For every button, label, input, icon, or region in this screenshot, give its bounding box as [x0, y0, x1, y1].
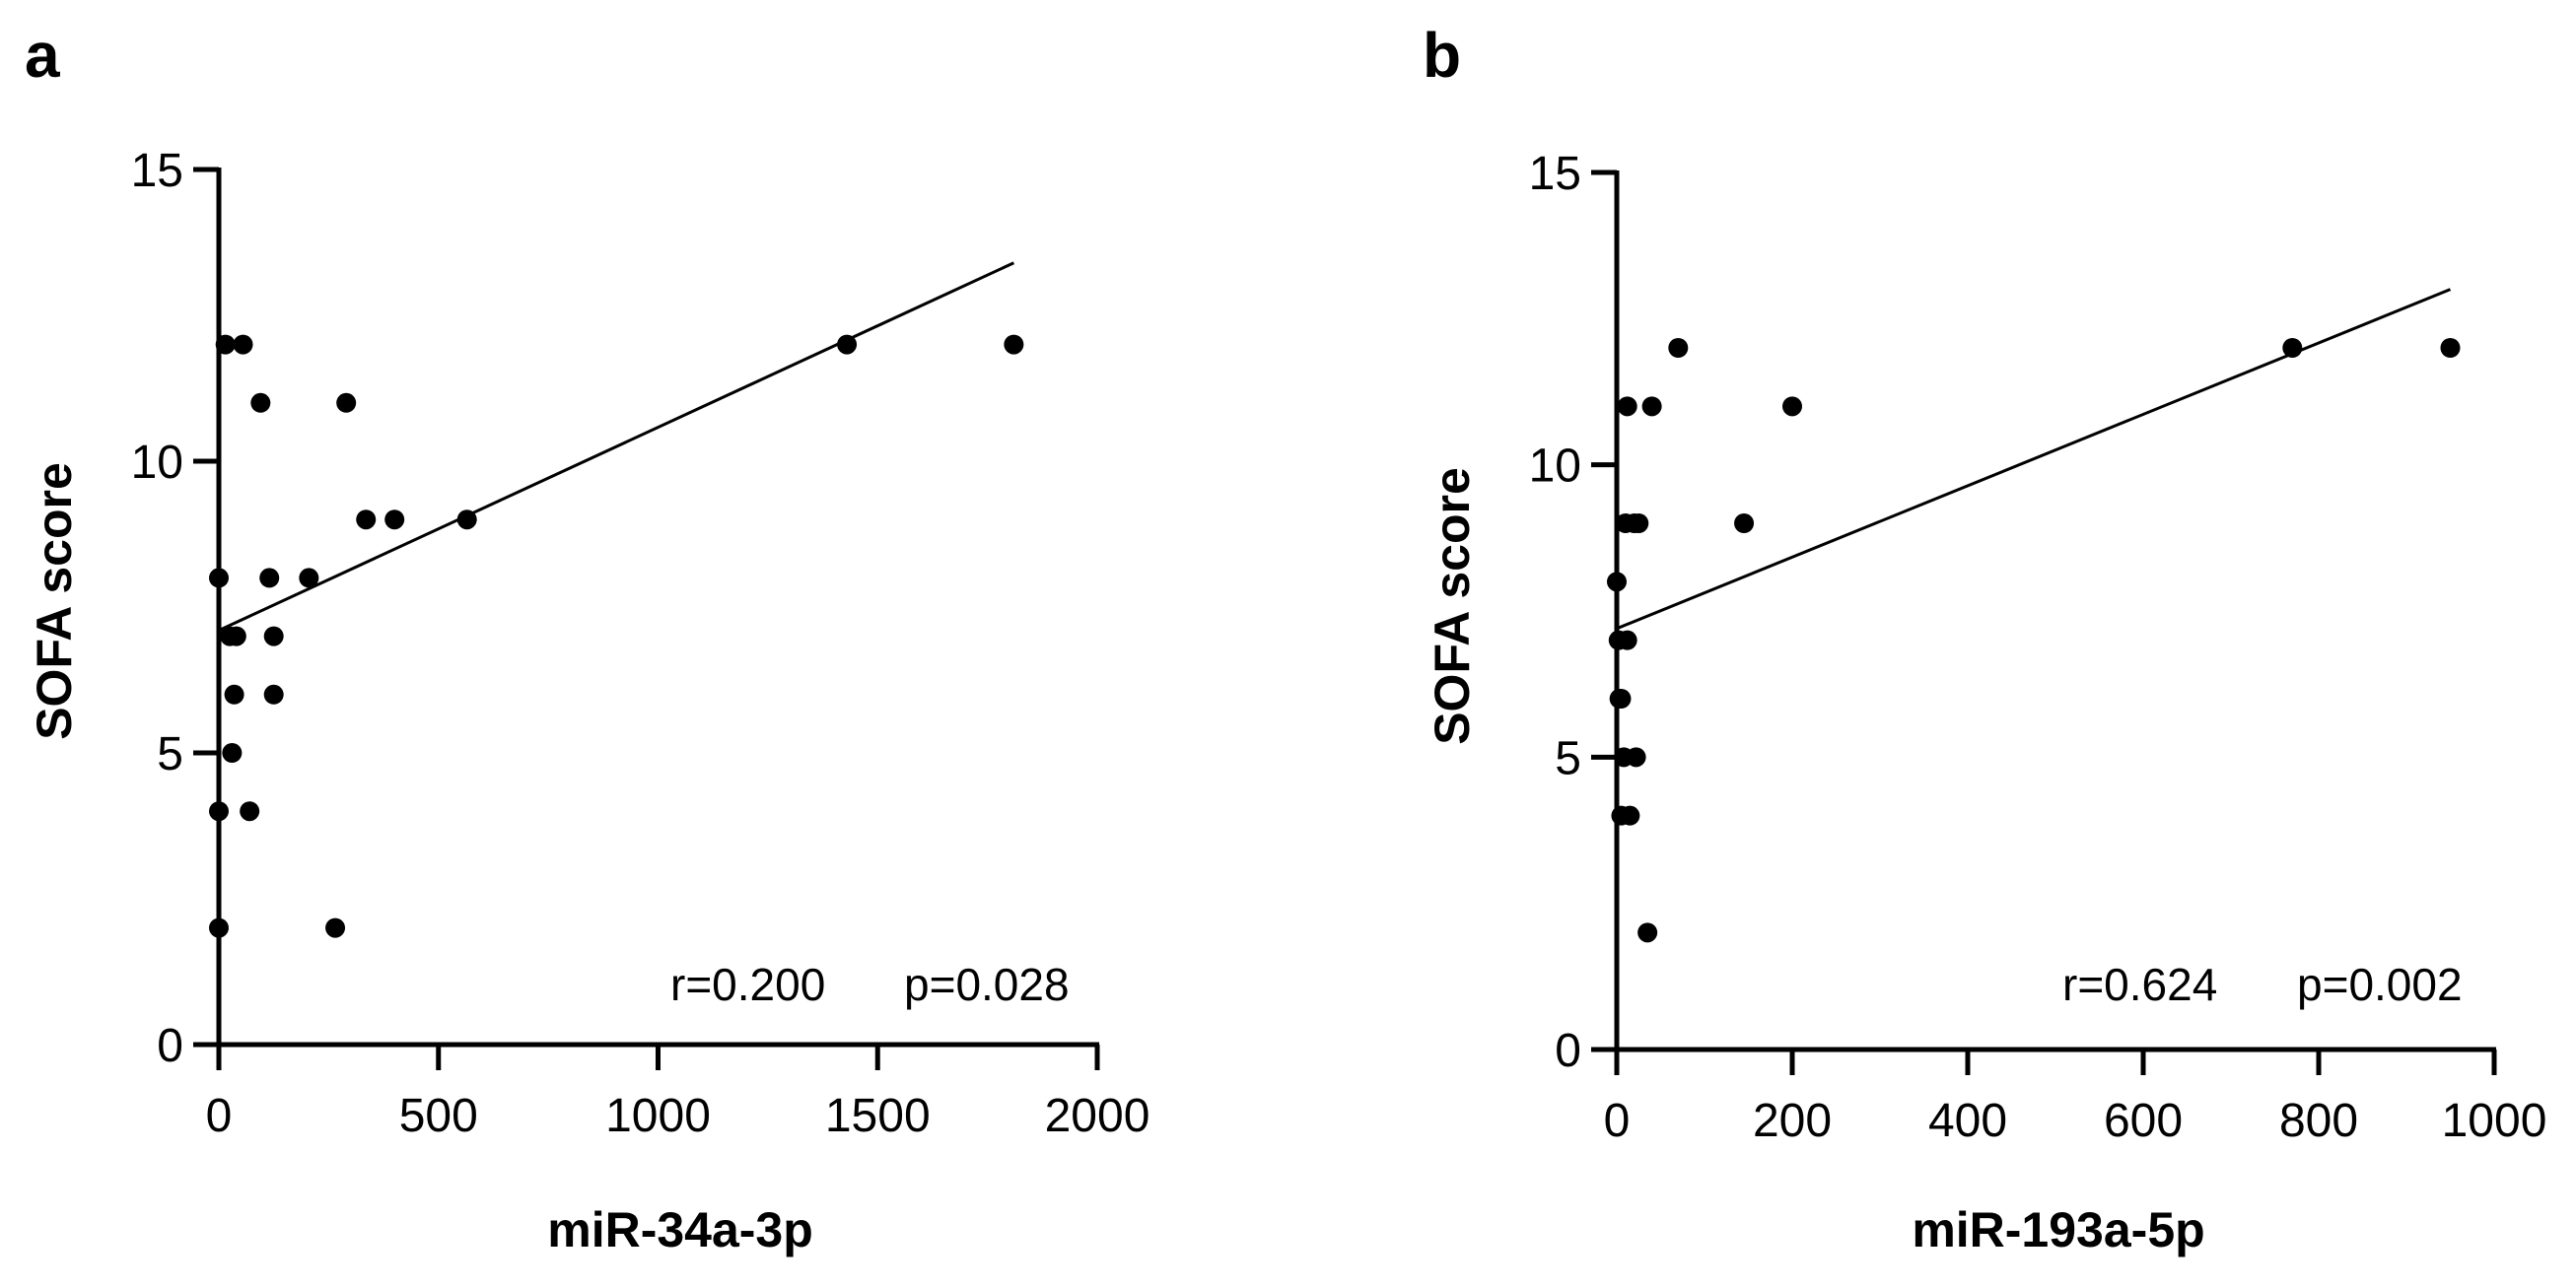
data-point — [837, 334, 858, 355]
x-tick-label: 400 — [1928, 1095, 2007, 1147]
panel-a-p-value: p=0.028 — [904, 959, 1070, 1010]
panel-a-y-axis-title: SOFA score — [27, 462, 82, 740]
panel-b-letter: b — [1423, 20, 1461, 91]
data-point — [222, 743, 243, 763]
data-point — [233, 334, 253, 355]
x-tick-label: 200 — [1753, 1095, 1832, 1147]
data-point — [356, 509, 377, 530]
data-point — [250, 392, 271, 413]
y-tick-label: 15 — [131, 145, 183, 197]
panel-a-plot: 0 5 10 15 0 500 1000 1500 2000 — [131, 145, 1150, 1142]
panel-b-x-axis-title: miR-193a-5p — [1912, 1202, 2204, 1257]
y-tick-label: 10 — [1529, 441, 1581, 493]
data-point — [299, 568, 319, 588]
panel-a-x-axis-title: miR-34a-3p — [547, 1202, 813, 1257]
panel-b-p-value: p=0.002 — [2297, 959, 2463, 1010]
y-tick-label: 0 — [1555, 1025, 1581, 1077]
y-tick-label: 10 — [131, 437, 183, 489]
x-tick-label: 800 — [2279, 1095, 2358, 1147]
y-tick-label: 5 — [1555, 732, 1581, 784]
x-tick-label: 600 — [2104, 1095, 2183, 1147]
x-tick-label: 1000 — [605, 1090, 711, 1142]
x-tick-label: 1500 — [825, 1090, 931, 1142]
panel-a-letter: a — [25, 20, 60, 91]
data-point — [1668, 338, 1689, 358]
y-tick-label: 0 — [157, 1020, 183, 1072]
data-point — [1611, 689, 1632, 709]
regression-line — [218, 261, 1014, 633]
data-point — [259, 568, 280, 588]
data-point — [240, 801, 260, 822]
data-point — [263, 684, 284, 705]
panel-b-y-axis-title: SOFA score — [1425, 467, 1480, 745]
panel-a-r-value: r=0.200 — [670, 959, 825, 1010]
panel-a: a 0 5 10 15 0 500 1000 1500 2000 miR-34a-3p SOFA… — [25, 20, 1149, 1257]
data-point — [325, 917, 346, 938]
data-point — [224, 684, 244, 705]
data-point — [226, 626, 246, 646]
data-point — [263, 626, 284, 646]
data-point — [1617, 396, 1637, 417]
data-point — [1004, 334, 1024, 355]
data-point — [2282, 338, 2303, 358]
data-point — [1782, 396, 1802, 417]
data-point — [2440, 338, 2461, 358]
data-point — [209, 917, 229, 938]
data-point — [456, 509, 477, 530]
x-tick-label: 0 — [206, 1090, 233, 1142]
data-point — [336, 392, 357, 413]
data-point — [215, 334, 236, 355]
x-tick-label: 2000 — [1045, 1090, 1150, 1142]
data-point — [1620, 805, 1640, 826]
data-point — [1626, 747, 1646, 768]
panel-b-r-value: r=0.624 — [2062, 959, 2217, 1010]
x-tick-label: 500 — [399, 1090, 478, 1142]
data-point — [1629, 513, 1649, 533]
data-point — [1637, 922, 1658, 943]
panel-b-plot: 0 5 10 15 0 200 400 600 800 1000 — [1529, 148, 2547, 1147]
x-tick-label: 1000 — [2442, 1095, 2547, 1147]
data-point — [1641, 396, 1662, 417]
data-point — [1734, 513, 1755, 533]
x-tick-label: 0 — [1604, 1095, 1631, 1147]
y-tick-label: 5 — [157, 728, 183, 780]
panel-b: b 0 5 10 15 0 200 400 600 800 1000 miR-193a-5p SO… — [1423, 20, 2546, 1257]
data-point — [209, 568, 229, 588]
regression-line — [1616, 288, 2452, 631]
data-point — [209, 801, 229, 822]
data-point — [1607, 572, 1627, 592]
data-point — [1617, 630, 1637, 650]
y-tick-label: 15 — [1529, 148, 1581, 200]
data-point — [384, 509, 405, 530]
